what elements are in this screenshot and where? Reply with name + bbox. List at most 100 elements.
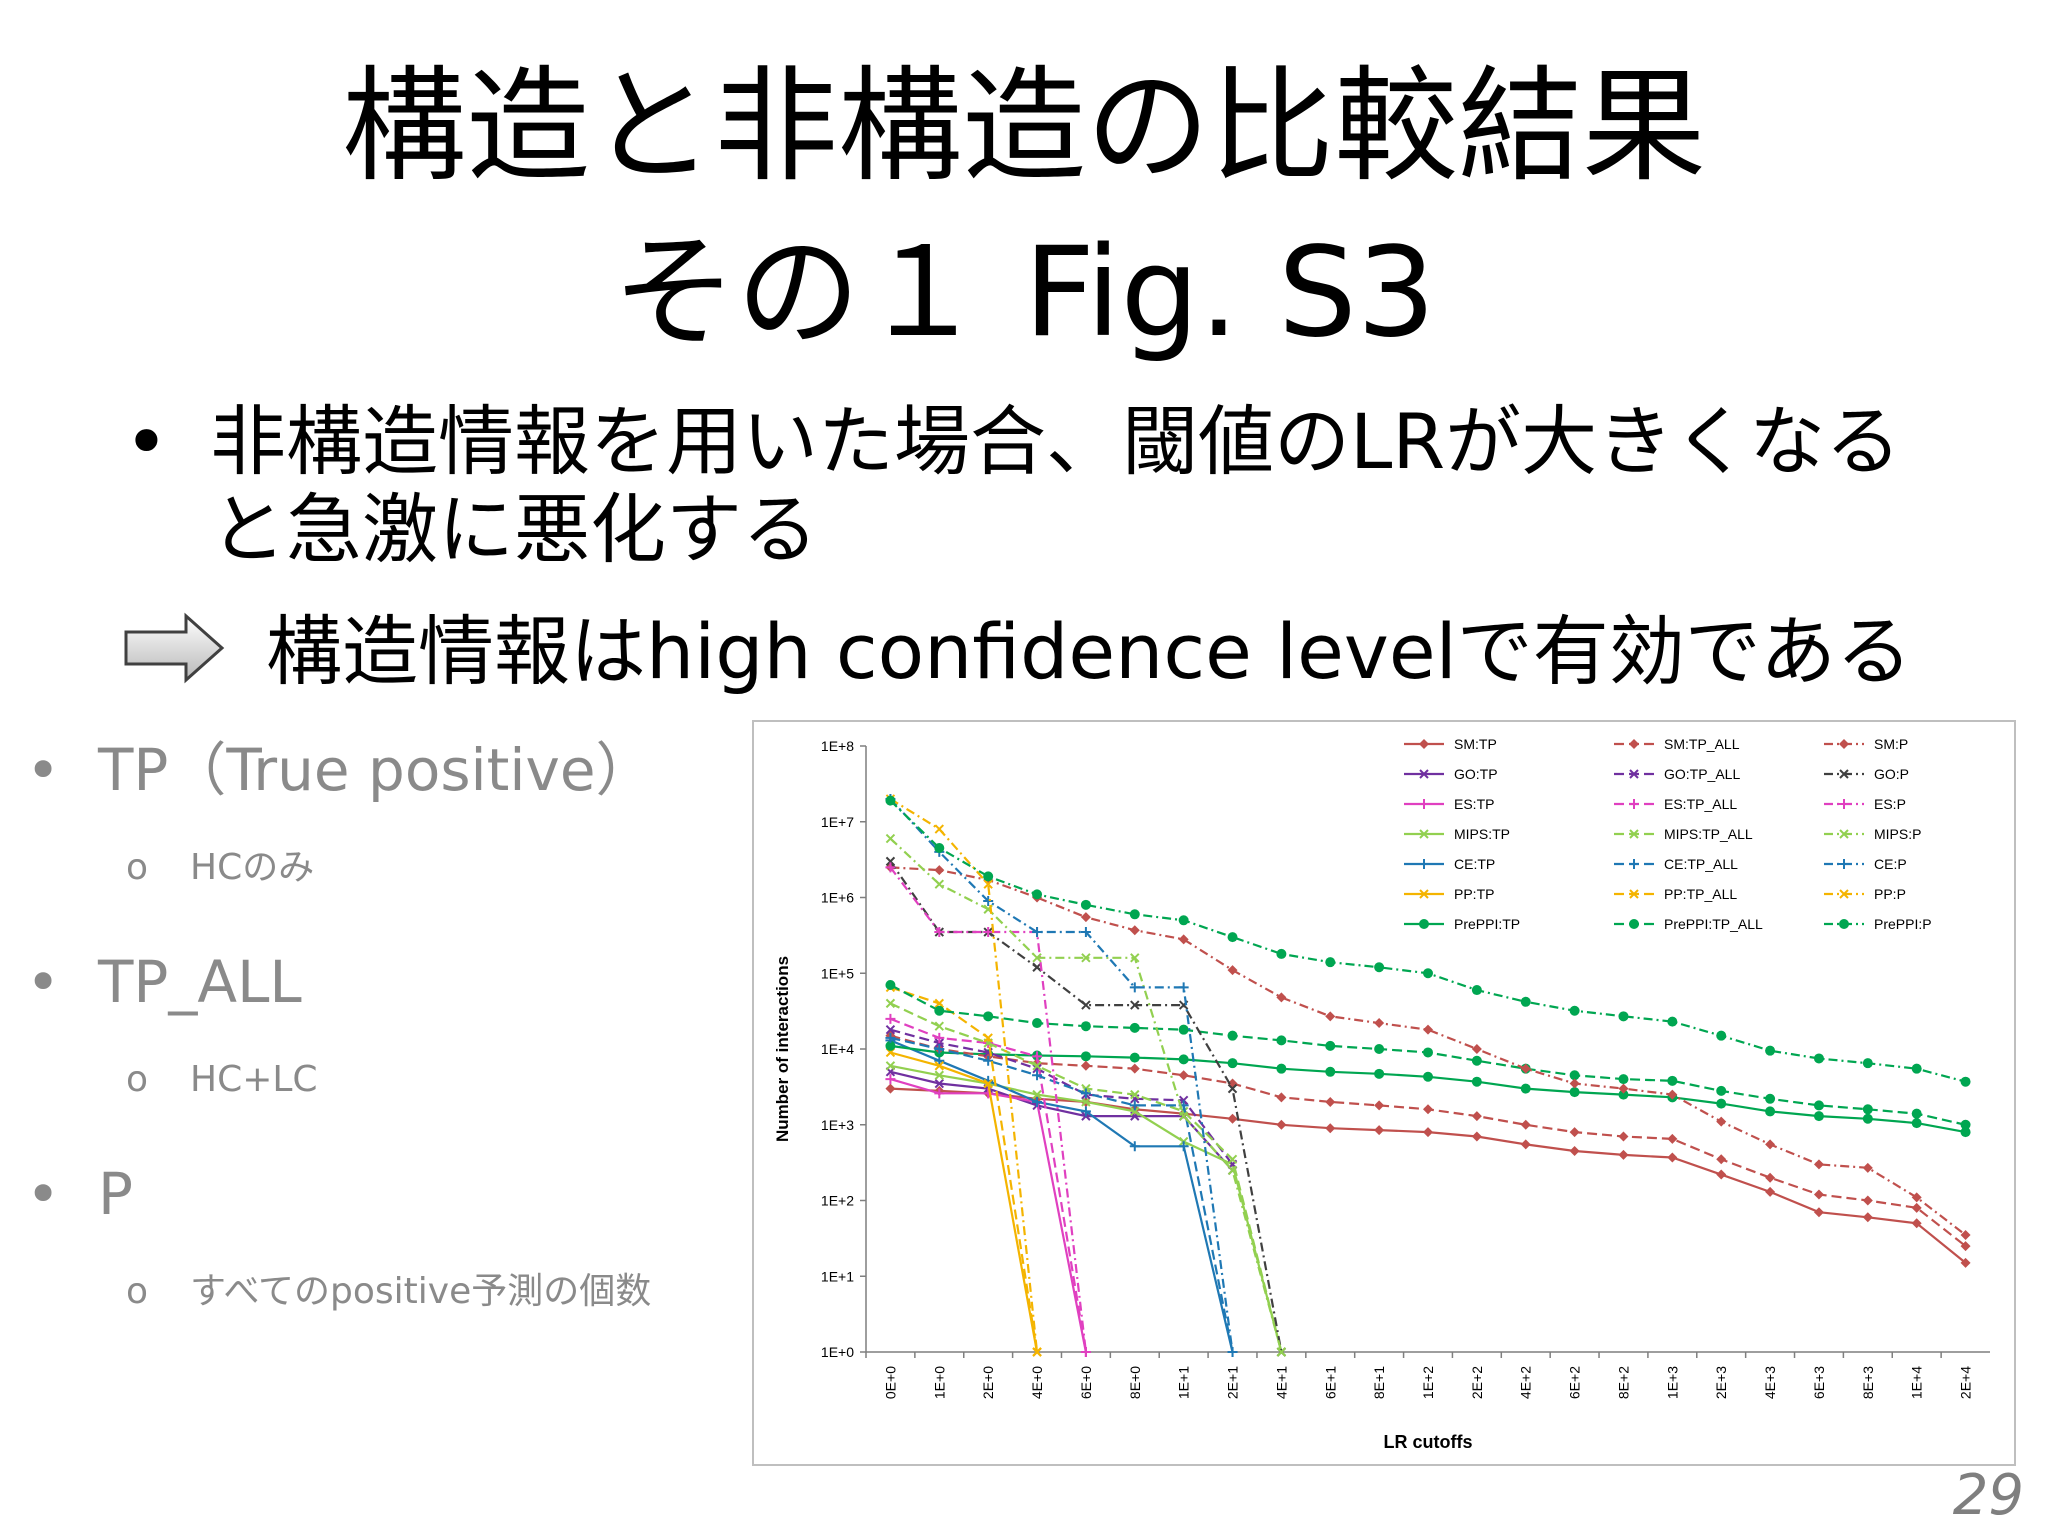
data-point-sm-tp: [1813, 1207, 1824, 1218]
data-point-sm-tp-all: [1178, 1070, 1189, 1081]
legend-label-pp-p: PP:P: [1874, 886, 1906, 902]
x-tick-label: 2E+1: [1225, 1366, 1241, 1399]
data-point-mips-p: [1130, 953, 1140, 963]
data-point-preppi-p: [1716, 1030, 1727, 1041]
data-point-mips-tp-all: [1227, 1154, 1238, 1164]
data-point-mips-p: [934, 879, 945, 889]
data-point-mips-p: [1276, 1347, 1287, 1357]
legend-label-preppi-tp: PrePPI:TP: [1454, 916, 1520, 932]
data-point-ce-tp-all: [934, 1044, 945, 1054]
data-point-go-p: [1081, 1000, 1091, 1010]
data-point-preppi-tp-all: [1080, 1021, 1091, 1032]
page-number: 29: [1952, 1463, 2024, 1528]
note-item: • P: [18, 1159, 738, 1229]
data-point-pp-p: [983, 879, 993, 889]
data-point-mips-tp: [1081, 1097, 1091, 1107]
note-label: TP_ALL: [98, 948, 302, 1016]
data-point-preppi-tp: [1374, 1068, 1385, 1079]
data-point-es-p: [983, 927, 994, 938]
legend-label-mips-p: MIPS:P: [1874, 826, 1921, 842]
data-point-sm-p: [1178, 934, 1189, 945]
data-point-preppi-p: [1227, 932, 1238, 943]
data-point-pp-p: [1032, 1347, 1042, 1357]
x-tick-label: 1E+4: [1909, 1366, 1925, 1399]
data-point-preppi-tp: [1129, 1052, 1140, 1063]
data-point-preppi-p: [1813, 1053, 1824, 1064]
note-label: P: [98, 1160, 133, 1228]
series-line-ce-p: [889, 798, 1234, 1353]
data-point-ce-p: [1129, 982, 1140, 993]
data-point-sm-tp: [1325, 1123, 1336, 1134]
data-point-preppi-tp-all: [1960, 1119, 1971, 1130]
data-point-mips-p: [1178, 1111, 1189, 1121]
data-point-sm-tp: [1667, 1152, 1678, 1163]
data-point-mips-tp: [934, 1070, 945, 1080]
data-point-ce-tp-all: [1032, 1070, 1043, 1081]
legend-label-go-tp: GO:TP: [1454, 766, 1498, 782]
data-point-sm-p: [1276, 992, 1287, 1003]
legend-marker-mips-tp: [1419, 829, 1429, 839]
data-point-es-tp: [885, 1074, 896, 1085]
data-point-ce-tp-all: [983, 1055, 994, 1066]
data-point-go-tp-all: [885, 1024, 896, 1035]
x-tick-label: 8E+1: [1371, 1366, 1387, 1399]
legend-marker-es-tp: [1419, 799, 1429, 809]
data-point-ce-tp: [1080, 1106, 1091, 1117]
data-point-preppi-tp-all: [1276, 1035, 1287, 1046]
data-point-sm-p: [1569, 1078, 1580, 1089]
data-point-sm-tp-all: [1129, 1063, 1140, 1074]
data-point-sm-tp-all: [1471, 1111, 1482, 1122]
data-point-ce-tp: [1032, 1096, 1043, 1107]
data-point-preppi-tp-all: [1423, 1047, 1433, 1058]
x-axis-title: LR cutoffs: [1384, 1432, 1473, 1452]
data-point-sm-p: [1716, 1116, 1727, 1127]
data-point-preppi-p: [1911, 1063, 1922, 1074]
data-point-es-tp-all: [885, 1013, 896, 1024]
data-point-preppi-tp-all: [1325, 1040, 1336, 1051]
legend-label-sm-tp-all: SM:TP_ALL: [1664, 736, 1740, 752]
legend-marker-mips-p: [1839, 829, 1849, 839]
data-point-preppi-p: [1080, 899, 1091, 910]
data-point-sm-tp-all: [1080, 1060, 1091, 1071]
x-tick-label: 0E+0: [882, 1366, 898, 1399]
series-line-preppi-p: [889, 799, 1966, 1083]
data-point-preppi-tp: [885, 1040, 896, 1051]
x-tick-label: 4E+2: [1518, 1366, 1534, 1399]
y-tick-label: 1E+0: [821, 1344, 854, 1360]
legend-label-ce-tp-all: CE:TP_ALL: [1664, 856, 1738, 872]
x-tick-label: 8E+0: [1127, 1366, 1143, 1399]
data-point-es-tp-all: [1032, 1051, 1043, 1062]
data-point-preppi-p: [1520, 996, 1531, 1007]
data-point-preppi-tp: [1520, 1083, 1531, 1094]
data-point-sm-tp: [1227, 1113, 1238, 1124]
data-point-preppi-tp: [1227, 1058, 1238, 1069]
data-point-mips-p: [885, 833, 896, 844]
data-point-sm-tp-all: [1911, 1202, 1922, 1213]
data-point-preppi-tp: [1423, 1071, 1433, 1082]
data-point-sm-p: [1423, 1024, 1433, 1035]
data-point-preppi-tp: [1960, 1127, 1971, 1138]
data-point-preppi-tp-all: [1813, 1100, 1824, 1111]
data-point-sm-tp-all: [1276, 1092, 1287, 1103]
data-point-mips-p: [1081, 953, 1091, 963]
data-point-pp-tp-all: [983, 1033, 993, 1043]
data-point-mips-tp: [1032, 1089, 1042, 1100]
y-tick-label: 1E+8: [821, 738, 854, 754]
sub-marker: o: [126, 1059, 149, 1100]
data-point-preppi-p: [1374, 962, 1385, 973]
data-point-preppi-p: [934, 843, 945, 854]
data-point-sm-p: [1129, 925, 1140, 936]
data-point-ce-tp-all: [1129, 1100, 1140, 1111]
data-point-preppi-p: [1862, 1058, 1873, 1069]
data-point-sm-p: [1667, 1089, 1678, 1100]
data-point-sm-p: [1374, 1018, 1385, 1029]
legend-marker-pp-tp-all: [1629, 889, 1639, 899]
data-point-ce-p: [1032, 927, 1043, 938]
data-point-preppi-p: [983, 871, 994, 882]
data-point-preppi-tp-all: [1765, 1093, 1776, 1104]
data-point-sm-p: [1862, 1162, 1873, 1173]
legend-marker-ce-p: [1839, 859, 1849, 869]
data-point-ce-tp-all: [1080, 1088, 1091, 1099]
series-line-pp-tp-all: [890, 986, 1039, 1353]
data-point-es-p: [885, 862, 896, 873]
